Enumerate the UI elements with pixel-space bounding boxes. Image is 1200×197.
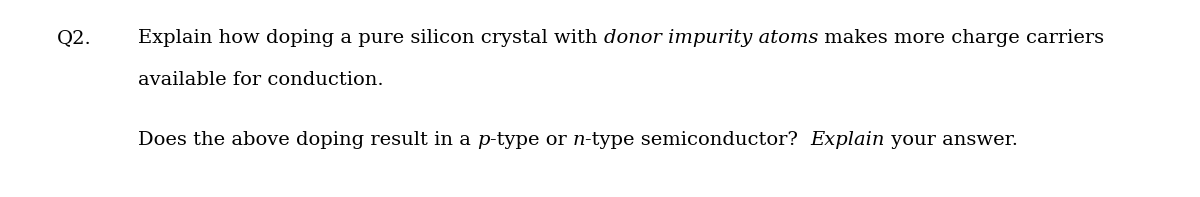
Text: Explain how doping a pure silicon crystal with: Explain how doping a pure silicon crysta… <box>138 29 604 47</box>
Text: -type or: -type or <box>490 131 572 149</box>
Text: Does the above doping result in a: Does the above doping result in a <box>138 131 478 149</box>
Text: p: p <box>478 131 490 149</box>
Text: available for conduction.: available for conduction. <box>138 71 384 89</box>
Text: donor impurity atoms: donor impurity atoms <box>604 29 818 47</box>
Text: n: n <box>572 131 586 149</box>
Text: your answer.: your answer. <box>886 131 1018 149</box>
Text: makes more charge carriers: makes more charge carriers <box>818 29 1104 47</box>
Text: -type semiconductor?: -type semiconductor? <box>586 131 811 149</box>
Text: Explain: Explain <box>811 131 886 149</box>
Text: Q2.: Q2. <box>58 29 91 47</box>
